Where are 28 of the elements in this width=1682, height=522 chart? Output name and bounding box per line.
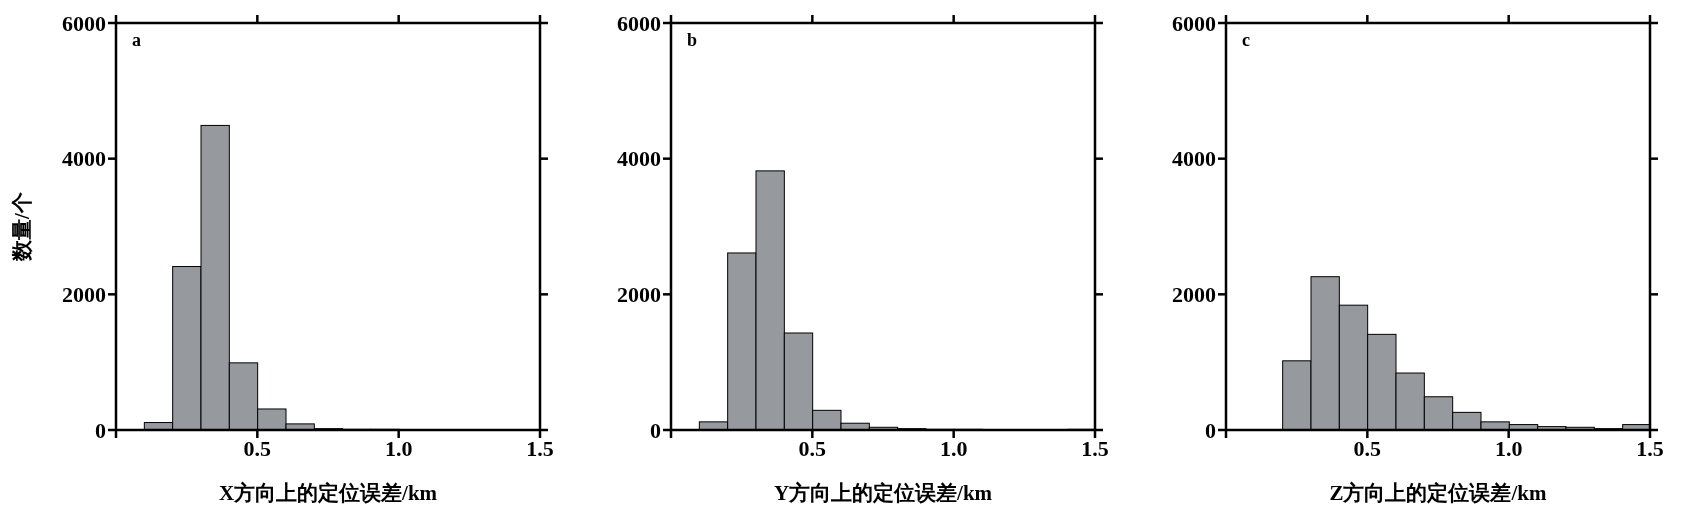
x-tick-label: 1.0 — [384, 435, 413, 461]
x-tick-label: 1.5 — [1081, 435, 1109, 461]
x-axis-title: Y方向上的定位误差/km — [773, 481, 993, 505]
y-tick-label: 6000 — [1172, 10, 1216, 36]
x-tick-label: 1.0 — [939, 435, 968, 461]
annotation: b — [687, 30, 698, 50]
y-tick-label: 2000 — [617, 282, 661, 308]
y-tick-label: 0 — [95, 417, 106, 443]
annotation: a — [132, 30, 141, 50]
y-tick-label: 4000 — [617, 146, 661, 172]
x-tick-label: 0.5 — [1353, 435, 1382, 461]
y-tick-label: 4000 — [62, 146, 106, 172]
y-tick-label: 6000 — [617, 10, 661, 36]
y-tick-label: 2000 — [1172, 282, 1216, 308]
x-tick-label: 1.5 — [1636, 435, 1664, 461]
y-tick-label: 4000 — [1172, 146, 1216, 172]
x-tick-label: 0.5 — [243, 435, 272, 461]
y-tick-label: 0 — [650, 417, 661, 443]
x-tick-label: 1.0 — [1494, 435, 1523, 461]
y-tick-label: 0 — [1205, 417, 1216, 443]
y-tick-label: 6000 — [62, 10, 106, 36]
x-tick-label: 1.5 — [526, 435, 554, 461]
x-axis-title: Z方向上的定位误差/km — [1329, 481, 1548, 505]
x-tick-label: 0.5 — [798, 435, 827, 461]
y-axis-title: 数量/个 — [10, 192, 35, 262]
x-axis-title: X方向上的定位误差/km — [218, 481, 438, 505]
y-tick-label: 2000 — [62, 282, 106, 308]
annotation: c — [1242, 30, 1250, 50]
